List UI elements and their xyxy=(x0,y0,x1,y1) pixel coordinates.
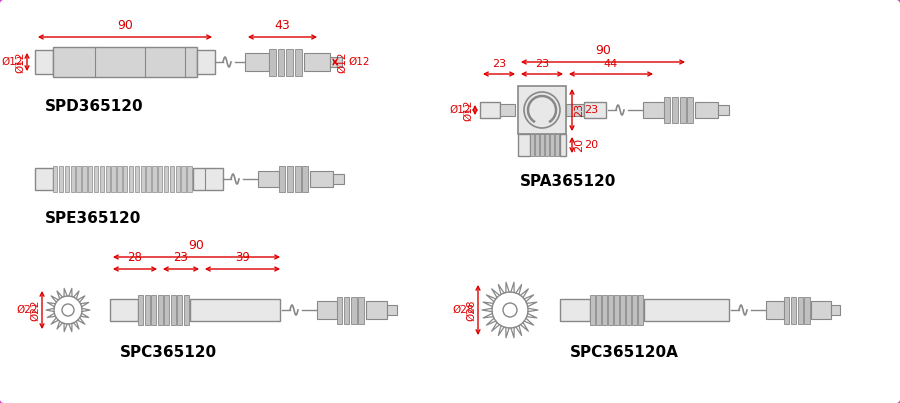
Text: 39: 39 xyxy=(235,251,250,264)
Bar xyxy=(608,295,613,325)
Bar xyxy=(680,98,686,123)
Bar xyxy=(294,166,301,191)
Text: Ø12: Ø12 xyxy=(15,51,25,73)
Bar xyxy=(245,53,269,71)
Bar xyxy=(664,98,670,123)
Bar xyxy=(620,295,625,325)
Bar xyxy=(304,53,329,71)
Bar xyxy=(123,166,128,192)
Bar xyxy=(197,50,215,74)
Bar xyxy=(626,295,631,325)
Bar xyxy=(365,301,387,319)
Bar xyxy=(797,297,803,324)
Bar xyxy=(105,166,110,192)
Bar xyxy=(643,102,664,118)
Text: 20: 20 xyxy=(584,140,598,150)
Text: 28: 28 xyxy=(128,251,142,264)
Bar xyxy=(170,295,176,325)
Bar xyxy=(535,134,539,156)
Bar xyxy=(70,166,75,192)
Bar xyxy=(302,166,309,191)
Text: Ø12: Ø12 xyxy=(449,105,471,115)
Bar xyxy=(717,105,729,115)
Bar xyxy=(337,297,342,324)
Text: Ø28: Ø28 xyxy=(466,299,476,321)
Bar xyxy=(258,170,279,187)
Bar xyxy=(614,295,619,325)
Text: Ø28: Ø28 xyxy=(453,305,474,315)
Bar xyxy=(671,98,678,123)
Text: Ø12: Ø12 xyxy=(337,51,347,73)
Bar xyxy=(344,297,349,324)
Text: 23: 23 xyxy=(535,59,549,69)
Text: SPE365120: SPE365120 xyxy=(45,211,141,226)
Text: 23: 23 xyxy=(574,103,584,117)
Bar xyxy=(88,166,93,192)
Text: Ø22: Ø22 xyxy=(30,299,40,321)
Bar xyxy=(176,166,180,192)
Bar xyxy=(540,134,544,156)
Bar xyxy=(791,297,796,324)
Text: 23: 23 xyxy=(174,251,188,264)
Text: 23: 23 xyxy=(492,59,506,69)
Text: SPC365120: SPC365120 xyxy=(120,345,217,360)
Text: 20: 20 xyxy=(574,138,584,152)
Bar xyxy=(766,301,784,319)
Bar xyxy=(555,134,559,156)
Bar xyxy=(584,102,606,118)
Bar xyxy=(518,86,566,134)
Bar xyxy=(145,295,149,325)
Text: 90: 90 xyxy=(117,19,133,32)
Bar xyxy=(193,168,223,190)
Bar xyxy=(181,166,185,192)
Bar xyxy=(358,297,364,324)
Bar xyxy=(177,295,182,325)
Bar xyxy=(277,48,284,75)
Bar xyxy=(644,299,729,321)
Bar xyxy=(560,299,590,321)
Bar xyxy=(596,295,601,325)
Bar xyxy=(35,168,53,190)
Bar xyxy=(550,134,554,156)
Text: 43: 43 xyxy=(274,19,291,32)
Bar xyxy=(500,104,515,116)
Text: 90: 90 xyxy=(595,44,611,57)
Bar xyxy=(100,166,104,192)
Circle shape xyxy=(503,303,517,317)
Text: 90: 90 xyxy=(189,239,204,252)
Text: SPA365120: SPA365120 xyxy=(520,174,616,189)
Bar xyxy=(295,48,302,75)
Bar xyxy=(805,297,810,324)
Bar xyxy=(35,50,53,74)
Bar xyxy=(333,174,344,184)
Bar xyxy=(135,166,139,192)
Bar xyxy=(784,297,789,324)
Bar xyxy=(632,295,637,325)
Bar xyxy=(82,166,86,192)
Bar xyxy=(545,134,549,156)
Bar xyxy=(286,48,293,75)
Bar xyxy=(158,295,163,325)
Bar xyxy=(695,102,717,118)
Text: Ø12: Ø12 xyxy=(463,99,473,121)
Bar xyxy=(590,295,595,325)
Bar xyxy=(287,166,292,191)
Bar xyxy=(187,166,192,192)
Text: 44: 44 xyxy=(604,59,618,69)
Bar xyxy=(560,134,566,156)
Bar xyxy=(317,301,337,319)
Bar xyxy=(164,295,169,325)
Bar xyxy=(269,48,275,75)
Bar xyxy=(110,299,138,321)
Bar xyxy=(138,295,143,325)
Bar xyxy=(329,56,342,67)
Bar xyxy=(170,166,174,192)
Bar xyxy=(351,297,356,324)
Bar xyxy=(53,47,197,77)
Bar xyxy=(76,166,81,192)
Bar xyxy=(310,170,333,187)
Bar xyxy=(140,166,145,192)
Bar xyxy=(94,166,98,192)
Bar xyxy=(530,134,534,156)
